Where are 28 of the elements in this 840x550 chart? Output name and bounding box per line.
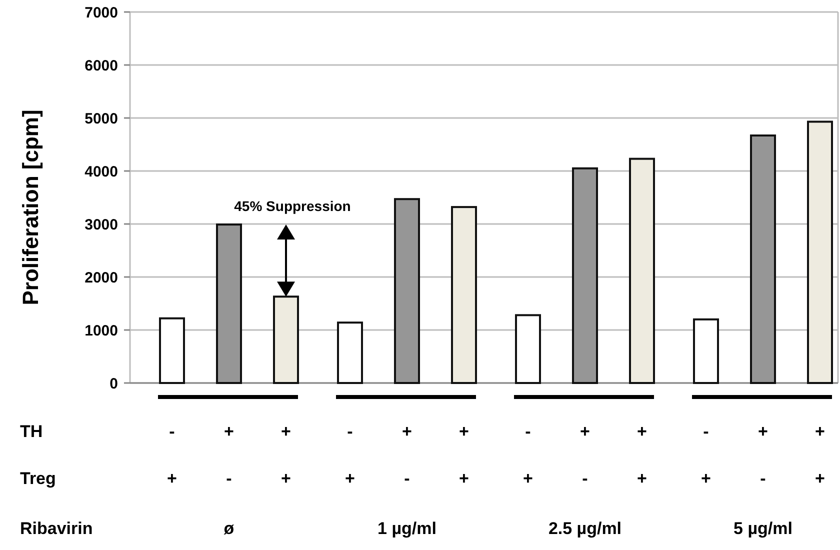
annotation: 45% Suppression [234, 198, 351, 214]
text: 2.5 µg/ml [548, 519, 622, 538]
category-label: - + [167, 422, 177, 488]
category-label: + - [758, 422, 768, 488]
y-tick-label: 6000 [84, 57, 118, 74]
text: 5 µg/ml [734, 519, 792, 538]
category-label: + - [402, 422, 412, 488]
category-label: + + [459, 422, 469, 488]
category-label: - + [345, 422, 355, 488]
y-tick-label: 3000 [84, 216, 118, 234]
category-label: + + [281, 422, 291, 488]
y-tick-label: 1000 [84, 322, 118, 340]
y-tick-label: 2000 [84, 269, 118, 286]
text: TH [20, 422, 43, 441]
category-label: - + [701, 422, 711, 488]
y-tick-label: 4000 [84, 163, 118, 180]
category-label: + - [580, 422, 590, 488]
y-tick-label: 7000 [84, 4, 118, 22]
y-tick-label: 5000 [84, 110, 118, 128]
text: 1 µg/ml [378, 519, 436, 538]
category-label: + + [637, 422, 647, 488]
y-axis-title: Proliferation [cpm] [18, 110, 43, 306]
text: Treg [20, 469, 56, 488]
text: Ribavirin [20, 519, 93, 538]
text: ø [224, 519, 235, 538]
category-label: + + [815, 422, 825, 488]
y-tick-label: 0 [110, 375, 118, 392]
category-label: - + [523, 422, 533, 488]
